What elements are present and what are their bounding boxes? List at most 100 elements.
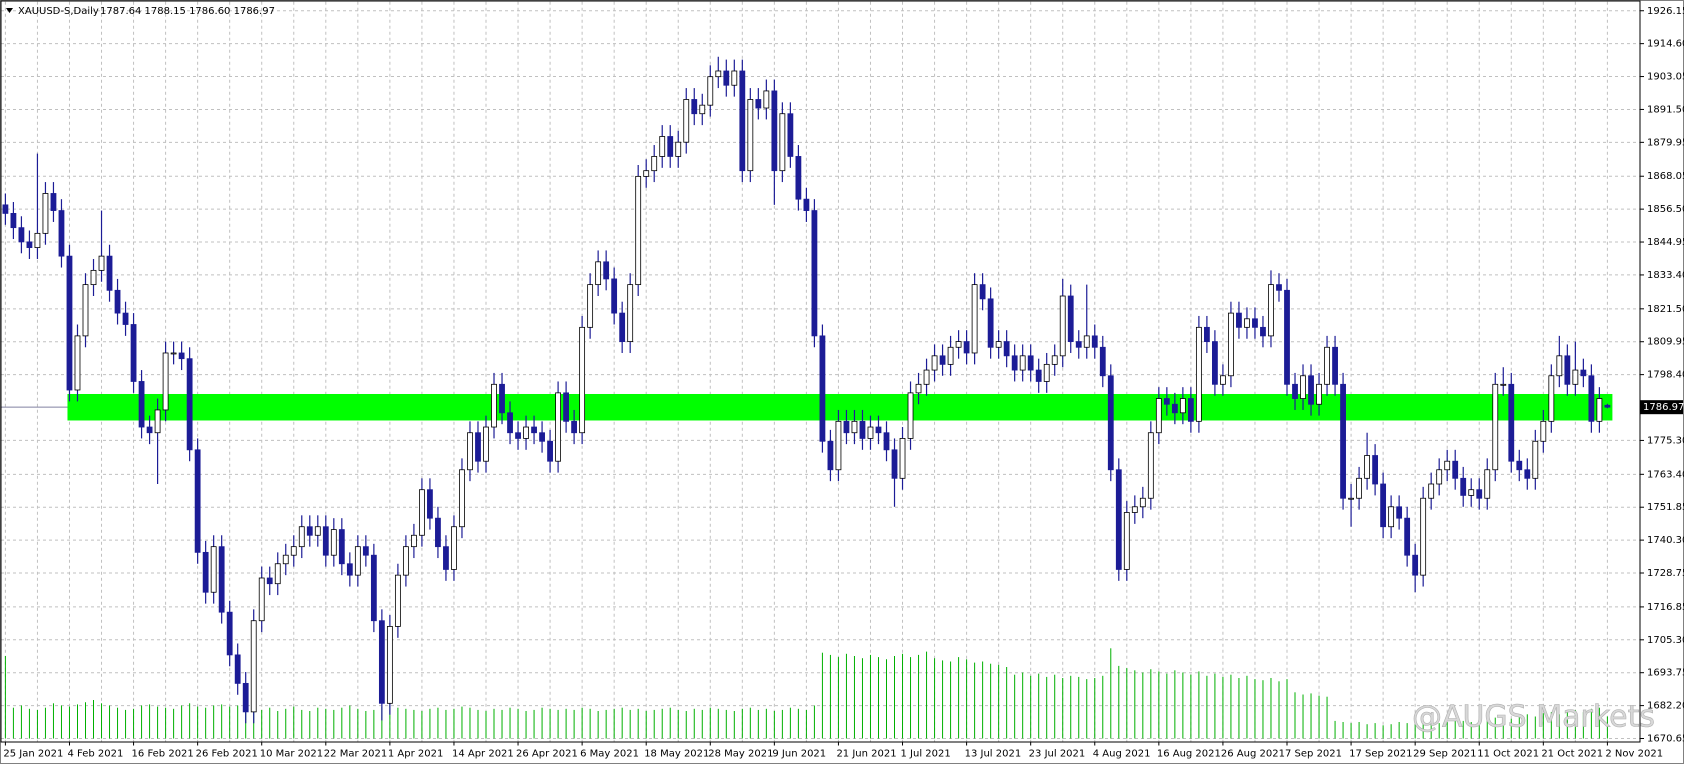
- candle-body: [290, 546, 297, 556]
- candle-body: [58, 210, 65, 257]
- x-tick-label: 9 Jun 2021: [772, 749, 826, 760]
- candle-body: [1364, 455, 1370, 479]
- y-tick-label: 1728.75: [1647, 568, 1684, 579]
- candle-body: [362, 546, 369, 556]
- candle-body: [531, 426, 537, 434]
- x-tick-label: 11 Oct 2021: [1477, 749, 1539, 760]
- x-tick-label: 26 Feb 2021: [196, 749, 258, 760]
- candle-body: [50, 193, 57, 211]
- candle-body: [1115, 469, 1122, 570]
- candle-body: [370, 554, 377, 622]
- y-tick-label: 1751.85: [1647, 502, 1684, 513]
- y-tick-label: 1798.40: [1647, 370, 1684, 381]
- candle-body: [643, 170, 650, 177]
- candle-body: [170, 352, 177, 355]
- candle-body: [411, 534, 417, 548]
- candle-body: [1388, 506, 1395, 528]
- candle-body: [1324, 346, 1330, 385]
- candle-body: [1596, 398, 1603, 422]
- candle-body: [1003, 341, 1010, 357]
- y-tick-label: 1693.75: [1647, 668, 1684, 679]
- candle-body: [1492, 383, 1499, 471]
- candle-body: [306, 526, 313, 536]
- candle-body: [995, 341, 1002, 348]
- y-tick-label: 1775.30: [1647, 435, 1684, 446]
- candle-body: [1508, 383, 1515, 462]
- x-tick-label: 26 Aug 2021: [1221, 749, 1285, 760]
- menu-arrow[interactable]: [6, 8, 13, 13]
- candle-body: [1588, 375, 1595, 422]
- candle-body: [1332, 346, 1338, 385]
- candle-body: [579, 326, 586, 434]
- candle-body: [274, 563, 281, 585]
- candle-body: [699, 104, 706, 115]
- candle-body: [947, 346, 954, 365]
- candle-body: [547, 440, 553, 462]
- x-tick-label: 22 Mar 2021: [324, 749, 387, 760]
- candle-body: [90, 269, 97, 286]
- candle-body: [1444, 460, 1451, 471]
- candle-body: [34, 232, 41, 248]
- candle-body: [1340, 383, 1346, 499]
- candle-body: [1300, 375, 1306, 399]
- candle-body: [114, 289, 121, 314]
- candle-body: [1011, 355, 1018, 371]
- candle-body: [1155, 398, 1162, 434]
- candle-body: [691, 99, 698, 115]
- x-tick-label: 29 Sep 2021: [1413, 749, 1476, 760]
- candle-body: [619, 312, 626, 342]
- candle-body: [194, 449, 201, 553]
- candle-body: [146, 426, 153, 434]
- candle-body: [707, 76, 714, 106]
- x-tick-label: 4 Aug 2021: [1093, 749, 1151, 760]
- candle-body: [787, 113, 794, 157]
- candle-body: [931, 355, 938, 371]
- candle-body: [715, 70, 722, 78]
- x-tick-label: 28 May 2021: [708, 749, 773, 760]
- candle-body: [1524, 469, 1531, 479]
- candle-body: [122, 312, 129, 325]
- candle-body: [747, 99, 754, 172]
- x-tick-label: 26 Apr 2021: [516, 749, 578, 760]
- candle-body: [1396, 506, 1403, 519]
- candle-body: [587, 284, 594, 328]
- candle-body: [242, 682, 249, 713]
- x-tick-label: 25 Jan 2021: [3, 749, 63, 760]
- candle-body: [1260, 326, 1266, 337]
- candle-body: [162, 352, 169, 411]
- candle-body: [98, 255, 105, 271]
- candle-body: [435, 517, 441, 548]
- candle-body: [635, 175, 642, 286]
- candle-body: [907, 392, 914, 439]
- candle-body: [651, 156, 658, 172]
- y-tick-label: 1670.65: [1647, 734, 1684, 745]
- y-tick-label: 1740.30: [1647, 535, 1684, 546]
- candle-body: [1452, 460, 1459, 479]
- candle-body: [875, 426, 882, 434]
- candle-body: [1083, 335, 1090, 348]
- candle-body: [1532, 440, 1539, 479]
- watermark: @AUGS Markets: [1412, 700, 1655, 735]
- x-tick-label: 7 Sep 2021: [1285, 749, 1342, 760]
- candle-body: [42, 193, 49, 234]
- candle-body: [210, 546, 217, 593]
- y-tick-label: 1844.95: [1647, 237, 1684, 248]
- candle-body: [1476, 489, 1483, 499]
- candle-body: [603, 261, 610, 280]
- candle-body: [330, 529, 337, 556]
- candle-body: [1067, 295, 1074, 342]
- candle-body: [1220, 375, 1226, 385]
- candle-body: [1308, 375, 1314, 405]
- candle-body: [499, 383, 505, 414]
- candle-body: [859, 420, 866, 439]
- y-tick-label: 1682.20: [1647, 701, 1684, 712]
- candle-body: [202, 551, 209, 593]
- x-tick-label: 1 Jul 2021: [901, 749, 951, 760]
- candle-body: [771, 90, 778, 172]
- candle-body: [1139, 497, 1146, 508]
- candle-body: [1372, 455, 1379, 485]
- candle-body: [883, 432, 890, 451]
- candle-body: [1564, 355, 1571, 385]
- candle-body: [322, 526, 329, 556]
